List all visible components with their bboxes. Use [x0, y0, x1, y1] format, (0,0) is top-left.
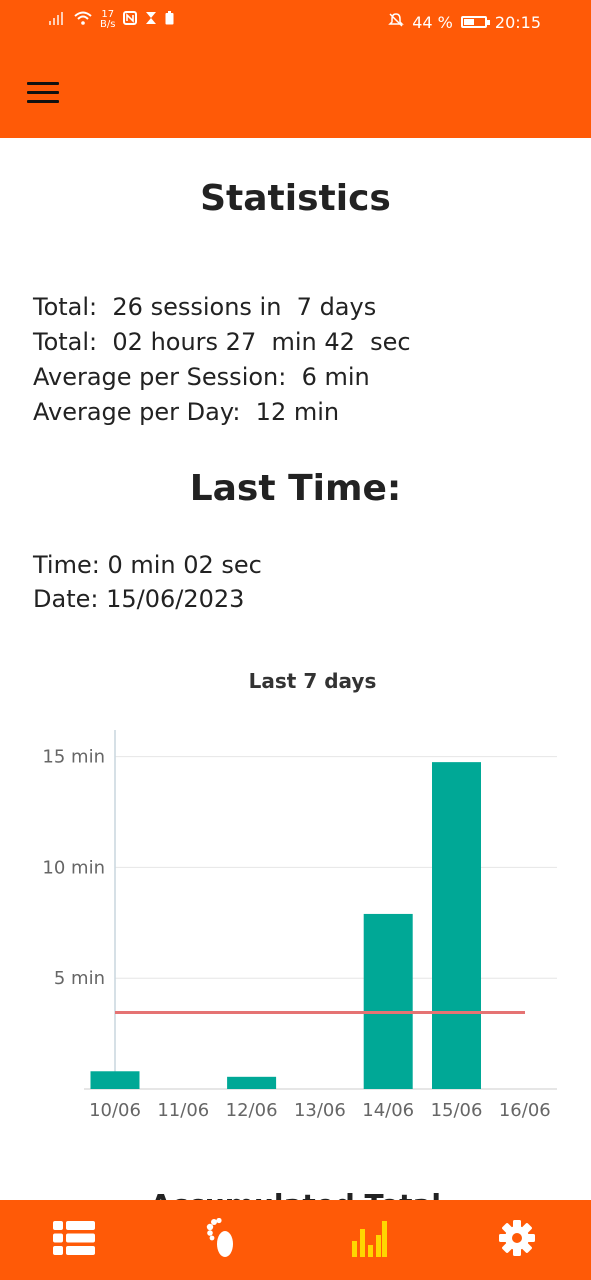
y-tick-label: 10 min [42, 857, 105, 878]
last-7-days-chart: 5 min 10 min 15 min 10/06 11/06 12/06 13/06 14/… [42, 730, 557, 1121]
nav-footprint-button[interactable] [182, 1200, 262, 1280]
bar-chart-icon [351, 1219, 388, 1261]
x-tick-label: 12/06 [226, 1100, 278, 1121]
status-bar: 17 B/s 44 % 20:15 [0, 0, 591, 46]
bar [227, 1076, 277, 1089]
app-bar [0, 46, 591, 138]
y-tick-label: 5 min [54, 968, 105, 989]
nfc-icon [123, 11, 138, 29]
last-time-title: Last Time: [189, 468, 402, 509]
clock: 20:15 [494, 12, 541, 32]
menu-icon[interactable] [27, 82, 59, 104]
average-per-session-text: Average per Session: 6 min [33, 363, 370, 391]
bar [90, 1071, 140, 1089]
battery-icon [460, 16, 490, 28]
last-time-duration: Time: 0 min 02 sec [33, 551, 262, 579]
net-speed: 17 B/s [100, 9, 116, 30]
last-time-date: Date: 15/06/2023 [33, 585, 245, 613]
signal-icon [48, 11, 66, 29]
nav-list-button[interactable] [34, 1200, 114, 1280]
footprint-icon [206, 1217, 238, 1262]
x-tick-label: 11/06 [157, 1100, 209, 1121]
nav-statistics-button[interactable] [329, 1200, 409, 1280]
bar [363, 913, 413, 1089]
x-tick-label: 10/06 [89, 1100, 141, 1121]
statistics-summary: Total: 26 sessions in 7 days Total: 02 h… [33, 290, 411, 430]
mute-icon [388, 12, 405, 32]
x-tick-label: 13/06 [294, 1100, 346, 1121]
list-icon [52, 1221, 95, 1259]
hourglass-icon [145, 11, 157, 29]
last-time-details: Time: 0 min 02 sec Date: 15/06/2023 [33, 548, 262, 616]
nav-settings-button[interactable] [477, 1200, 557, 1280]
statistics-title: Statistics [200, 178, 391, 219]
bar [432, 762, 481, 1089]
status-right: 44 % 20:15 [388, 12, 541, 32]
total-duration-text: Total: 02 hours 27 min 42 sec [33, 328, 411, 356]
statistics-page: Statistics Total: 26 sessions in 7 days … [0, 138, 591, 1200]
y-tick-label: 15 min [42, 747, 105, 768]
average-per-day-text: Average per Day: 12 min [33, 398, 340, 426]
wifi-icon [74, 11, 92, 29]
x-tick-label: 15/06 [431, 1100, 483, 1121]
status-left: 17 B/s [48, 10, 174, 30]
x-tick-label: 16/06 [499, 1100, 551, 1121]
accumulated-total-title: Accumulated Total [0, 1188, 591, 1200]
gear-icon [498, 1219, 536, 1261]
total-sessions-text: Total: 26 sessions in 7 days [33, 293, 377, 321]
battery-saver-icon [165, 11, 174, 29]
battery-percent: 44 % [412, 12, 453, 32]
chart-title: Last 7 days [248, 669, 377, 693]
bottom-nav [0, 1200, 591, 1280]
x-tick-label: 14/06 [362, 1100, 414, 1121]
